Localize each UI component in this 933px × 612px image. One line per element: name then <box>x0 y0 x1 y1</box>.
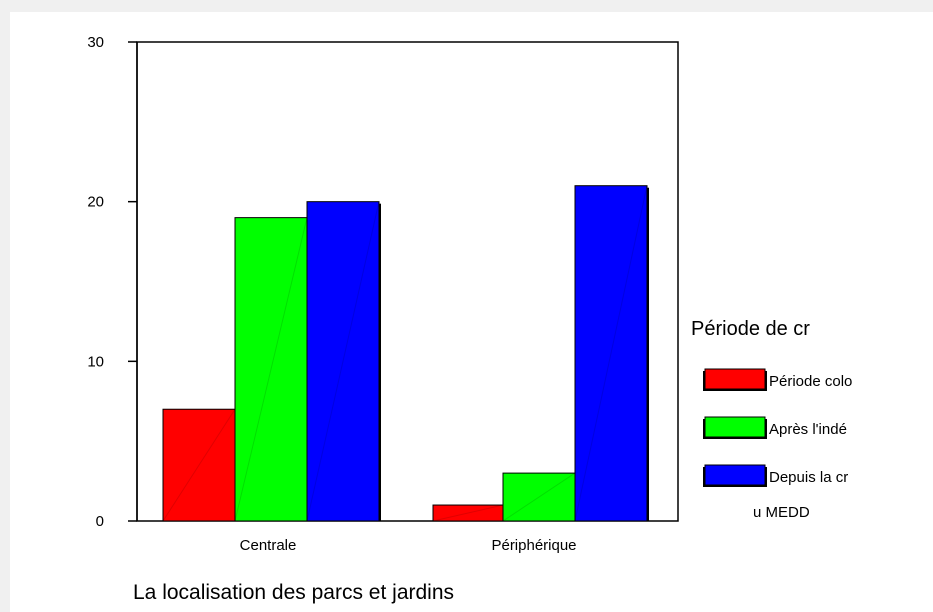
bar-shading <box>234 217 308 522</box>
bar <box>502 472 577 522</box>
bar-chart: 0 10 20 30 Centrale Périphérique La localisa… <box>87 34 852 604</box>
y-tick-label: 0 <box>96 513 104 530</box>
axis-group <box>136 41 679 522</box>
bar-shading <box>306 201 380 522</box>
legend-item: Après l'indé <box>703 416 847 439</box>
legend-title: Période de cr <box>691 318 810 340</box>
category-label: Périphérique <box>491 537 576 554</box>
bar-shading <box>574 185 648 522</box>
y-tick-label: 10 <box>87 353 104 370</box>
y-tick-label: 20 <box>87 194 104 211</box>
bar-fill <box>306 201 380 522</box>
bar <box>574 185 649 522</box>
bar <box>162 408 237 522</box>
bar-fill <box>574 185 648 522</box>
bar <box>306 201 381 522</box>
y-tick-label: 30 <box>87 34 104 51</box>
bar-shading <box>162 408 236 522</box>
bar-fill <box>502 472 576 522</box>
legend-label-continuation: u MEDD <box>753 504 810 521</box>
bar-shading <box>502 472 576 522</box>
legend: Période de cr Période colo Après l'indé De… <box>691 318 852 521</box>
legend-label: Après l'indé <box>769 421 847 438</box>
bar <box>432 504 505 522</box>
category-label: Centrale <box>240 537 297 554</box>
bar-fill <box>234 217 308 522</box>
chart-canvas: 0 10 20 30 Centrale Périphérique La localisa… <box>10 12 933 612</box>
legend-swatch <box>704 464 766 486</box>
bar-shading <box>432 504 504 522</box>
y-ticks: 0 10 20 30 <box>87 34 137 530</box>
category-labels: Centrale Périphérique <box>240 537 577 554</box>
x-axis-label: La localisation des parcs et jardins <box>133 581 454 604</box>
legend-label: Période colo <box>769 373 852 390</box>
legend-swatch <box>704 368 766 390</box>
legend-swatch <box>704 416 766 438</box>
bar-fill <box>162 408 236 522</box>
legend-label: Depuis la cr <box>769 469 848 486</box>
legend-item: Depuis la cr <box>703 464 848 487</box>
bar <box>234 217 309 522</box>
bars <box>162 185 649 522</box>
legend-item: Période colo <box>703 368 852 391</box>
